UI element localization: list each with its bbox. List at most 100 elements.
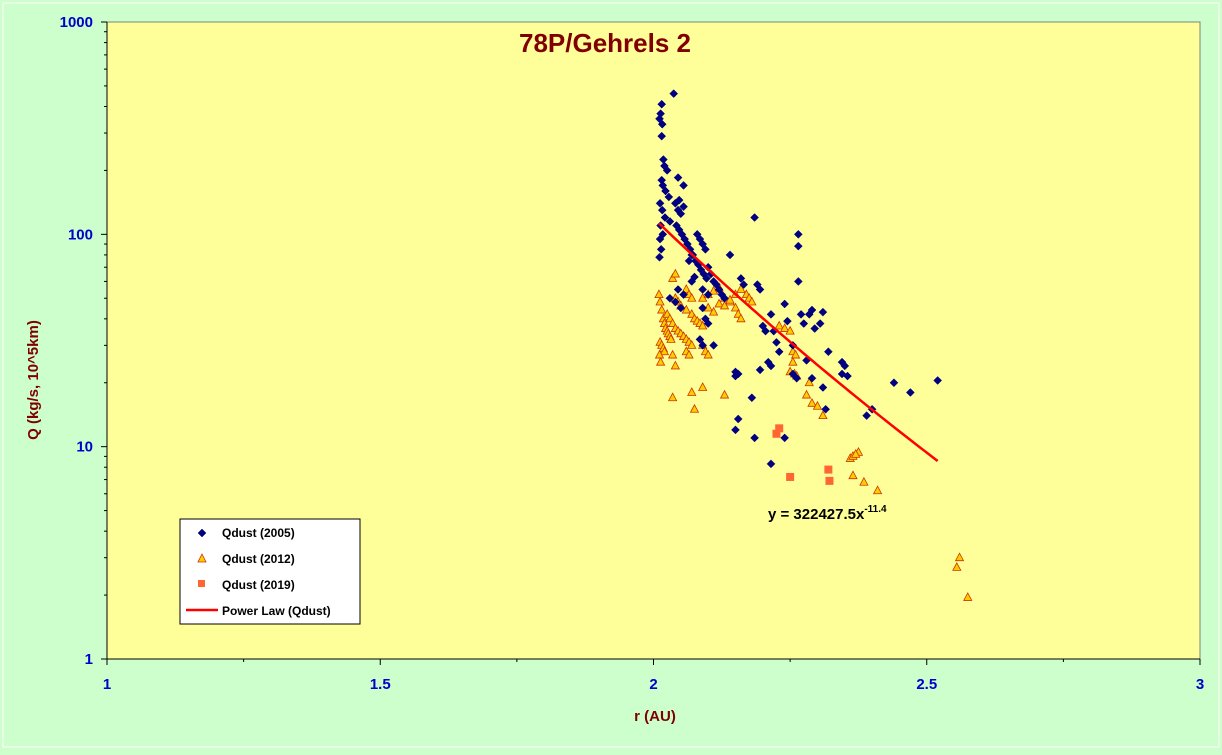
point-qdust-2012 [655,356,666,366]
point-qdust-2005 [657,205,667,215]
x-tick-label: 2.5 [916,676,937,693]
point-qdust-2012 [687,292,697,302]
point-qdust-2005 [810,324,820,333]
legend-marker-2019 [198,580,205,587]
point-qdust-2005 [793,241,803,251]
point-qdust-2005 [731,425,740,435]
point-qdust-2005 [843,371,852,381]
point-qdust-2005 [676,209,686,219]
legend-label-2005: Qdust (2005) [222,526,295,540]
point-qdust-2012 [848,470,858,480]
point-qdust-2019 [775,424,784,433]
point-qdust-2012 [952,562,962,571]
y-axis-title: Q (kg/s, 10^5km) [25,320,42,440]
point-qdust-2005 [780,433,790,443]
point-qdust-2005 [660,213,670,222]
point-qdust-2005 [684,256,694,266]
point-qdust-2012 [719,300,730,310]
svg-text:y = 322427.5x-11.4: y = 322427.5x-11.4 [768,504,887,523]
point-qdust-2005 [933,376,943,385]
point-qdust-2012 [788,356,798,366]
point-qdust-2012 [698,320,708,330]
legend-box [179,518,361,625]
legend-label-2019: Qdust (2019) [222,578,295,592]
point-qdust-2005 [747,393,757,403]
point-qdust-2005 [657,131,667,141]
point-qdust-2005 [807,305,817,315]
point-qdust-2005 [755,365,765,375]
point-qdust-2005 [774,347,784,357]
x-tick-label: 1 [103,676,111,693]
point-qdust-2005 [665,293,675,303]
point-qdust-2005 [750,433,759,443]
point-qdust-2005 [818,383,828,392]
point-qdust-2012 [655,296,665,306]
point-qdust-2012 [667,392,678,402]
point-qdust-2005 [766,309,776,319]
point-qdust-2005 [671,297,680,307]
point-qdust-2005 [731,371,740,381]
y-ticks: 1 10 100 1000 [60,14,107,668]
point-qdust-2005 [665,217,675,226]
point-qdust-2005 [755,285,765,294]
y-tick-label: 10 [76,439,93,456]
point-qdust-2005 [818,307,828,317]
point-qdust-2005 [702,274,711,283]
point-qdust-2005 [906,388,915,397]
point-qdust-2012 [730,302,741,312]
point-qdust-2005 [750,213,759,222]
point-qdust-2012 [654,349,665,359]
point-qdust-2005 [679,202,688,212]
point-qdust-2005 [664,192,674,202]
point-qdust-2005 [824,347,833,357]
point-qdust-2012 [714,298,724,308]
point-qdust-2005 [736,274,746,283]
x-tick-label: 3 [1196,676,1204,693]
point-qdust-2012 [872,485,883,495]
point-qdust-2005 [889,378,899,388]
point-qdust-2005 [840,361,850,371]
point-qdust-2012 [681,304,691,314]
point-qdust-2012 [708,306,719,316]
point-qdust-2005 [725,250,735,260]
point-qdust-2012 [851,449,861,458]
point-qdust-2005 [655,252,664,262]
x-ticks: 1 1.5 2 2.5 3 [103,659,1204,693]
point-qdust-2005 [766,361,776,371]
point-qdust-2012 [659,346,670,356]
fit-equation-label: y = 322427.5x-11.4 [768,504,887,523]
point-qdust-2012 [812,400,823,410]
point-qdust-2005 [796,309,806,319]
point-qdust-2005 [792,373,802,383]
point-qdust-2005 [799,319,809,328]
point-qdust-2005 [695,335,705,344]
point-qdust-2012 [670,268,681,278]
point-qdust-2012 [703,349,713,359]
legend: Qdust (2005) Qdust (2012) Qdust (2019) P… [179,518,361,625]
power-law-fit-line [658,222,939,463]
point-qdust-2012 [681,284,691,293]
point-qdust-2012 [801,389,812,399]
point-qdust-2005 [657,119,667,129]
point-qdust-2005 [739,280,749,289]
point-qdust-2012 [666,334,676,343]
x-tick-label: 2 [649,676,657,693]
point-qdust-2005 [815,319,825,328]
point-qdust-2012 [774,320,784,330]
point-qdust-2019 [772,429,781,438]
point-qdust-2005 [673,173,683,182]
point-qdust-2005 [679,290,688,299]
point-qdust-2019 [786,472,795,481]
point-qdust-2005 [662,166,672,175]
point-qdust-2019 [824,465,833,474]
point-qdust-2012 [657,304,667,314]
point-qdust-2012 [818,410,828,420]
point-qdust-2005 [698,303,708,313]
point-qdust-2005 [661,186,670,196]
fit-equation-text: y = 322427.5x [768,506,865,523]
legend-label-power-law: Power Law (Qdust) [222,604,331,618]
point-qdust-2005 [655,198,665,208]
point-qdust-2005 [821,404,831,414]
point-qdust-2012 [687,387,697,396]
